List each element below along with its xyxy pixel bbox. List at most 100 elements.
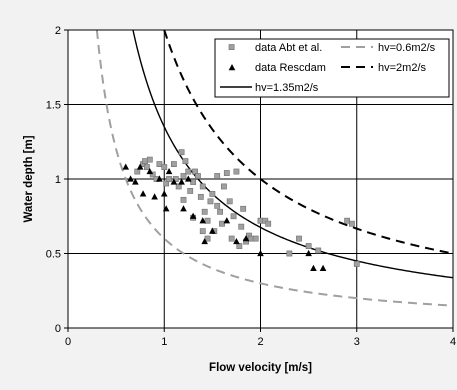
abt-data-point — [172, 176, 179, 182]
abt-data-point — [214, 202, 221, 209]
abt-data-point — [199, 228, 206, 235]
abt-data-point — [178, 149, 185, 156]
abt-data-point — [221, 183, 227, 190]
abt-data-point — [230, 213, 237, 220]
abt-data-point — [252, 235, 259, 242]
rescdam-data-point — [305, 249, 312, 257]
abt-data-point — [185, 168, 192, 175]
abt-data-point — [166, 176, 172, 182]
y-tick-label: 0 — [55, 323, 61, 335]
rescdam-data-point — [257, 249, 264, 257]
rescdam-data-point — [127, 175, 134, 182]
rescdam-data-point — [180, 205, 187, 212]
x-axis-title: Flow velocity [m/s] — [209, 362, 312, 374]
legend-entry-hv-0-6: hv=0.6m2/s — [341, 42, 436, 54]
legend-abt-marker — [228, 44, 235, 50]
abt-data-point — [146, 156, 153, 163]
abt-data-point — [161, 164, 168, 170]
y-tick-label: 2 — [55, 25, 61, 37]
abt-data-point — [238, 223, 245, 230]
abt-data-point — [170, 161, 177, 167]
rescdam-data-point — [319, 264, 327, 271]
abt-data-point — [344, 217, 351, 224]
abt-data-point — [233, 168, 240, 175]
abt-data-point — [236, 243, 243, 249]
abt-data-point — [240, 205, 247, 212]
abt-data-point — [217, 208, 223, 215]
tick-labels: 0 1 2 3 4 0 0.5 1 1.5 2 — [46, 25, 456, 348]
y-tick-label: 1 — [55, 174, 61, 186]
abt-data-point — [286, 250, 293, 257]
legend-hv-2-label: hv=2m2/s — [378, 62, 426, 74]
x-tick-label: 2 — [257, 336, 263, 348]
legend-entry-abt: data Abt et al. — [228, 42, 322, 54]
abt-data-point — [305, 243, 312, 249]
abt-data-point — [247, 235, 254, 242]
curve-line — [163, 29, 454, 255]
y-axis-title: Water depth [m] — [23, 135, 35, 222]
legend: data Abt et al. data Rescdam hv=0.6m2/s … — [214, 38, 450, 98]
rescdam-data-point — [151, 193, 158, 200]
abt-data-point — [214, 173, 221, 179]
x-tick-label: 0 — [65, 336, 71, 348]
rescdam-data-point — [189, 212, 197, 219]
abt-data-point — [197, 193, 204, 200]
abt-data-point — [226, 198, 233, 205]
abt-data-point — [156, 161, 163, 167]
data-points — [122, 149, 360, 271]
abt-data-point — [149, 171, 156, 178]
abt-data-point — [144, 164, 150, 170]
rescdam-data-point — [160, 190, 168, 197]
rescdam-data-point — [136, 163, 144, 170]
abt-data-point — [199, 183, 206, 190]
abt-data-point — [142, 158, 148, 165]
abt-data-point — [195, 173, 201, 179]
abt-data-point — [207, 198, 214, 205]
abt-data-point — [219, 220, 225, 227]
abt-data-point — [209, 191, 216, 197]
y-tick-label: 1.5 — [46, 100, 61, 112]
rescdam-data-point — [146, 167, 154, 175]
legend-rescdam-marker — [228, 64, 236, 71]
abt-data-point — [315, 247, 322, 254]
curves — [95, 29, 454, 307]
rescdam-data-point — [178, 178, 185, 185]
rescdam-data-point — [242, 235, 250, 242]
legend-rescdam-label: data Rescdam — [255, 62, 326, 74]
rescdam-data-point — [139, 190, 147, 197]
abt-data-point — [223, 170, 230, 176]
rescdam-data-point — [209, 227, 216, 234]
rescdam-data-point — [310, 264, 317, 271]
abt-data-point — [349, 220, 355, 227]
legend-box — [214, 38, 450, 98]
legend-entry-rescdam: data Rescdam — [228, 62, 326, 74]
abt-data-point — [204, 217, 211, 224]
abt-data-point — [257, 217, 264, 224]
rescdam-data-point — [233, 237, 240, 245]
rescdam-data-point — [122, 163, 130, 170]
rescdam-data-point — [223, 217, 231, 224]
rescdam-data-point — [170, 178, 178, 185]
rescdam-data-point — [199, 217, 207, 224]
legend-hv-0-6-label: hv=0.6m2/s — [378, 42, 436, 54]
curve-line — [95, 29, 454, 307]
abt-data-point — [175, 183, 182, 190]
curve-line — [132, 29, 454, 279]
x-tick-label: 4 — [450, 336, 456, 348]
abt-data-point — [228, 235, 235, 242]
legend-entry-hv-1-35: hv=1.35m2/s — [220, 82, 319, 94]
x-tick-label: 3 — [354, 336, 360, 348]
abt-data-point — [190, 179, 197, 185]
rescdam-data-point — [201, 237, 208, 245]
legend-abt-label: data Abt et al. — [255, 42, 322, 54]
abt-data-point — [265, 220, 272, 227]
abt-data-point — [134, 168, 141, 175]
abt-data-point — [180, 196, 187, 203]
rescdam-data-point — [162, 205, 170, 212]
legend-entry-hv-2: hv=2m2/s — [341, 62, 426, 74]
rescdam-data-point — [185, 175, 192, 182]
abt-data-point — [353, 261, 360, 267]
abt-data-point — [180, 173, 187, 179]
